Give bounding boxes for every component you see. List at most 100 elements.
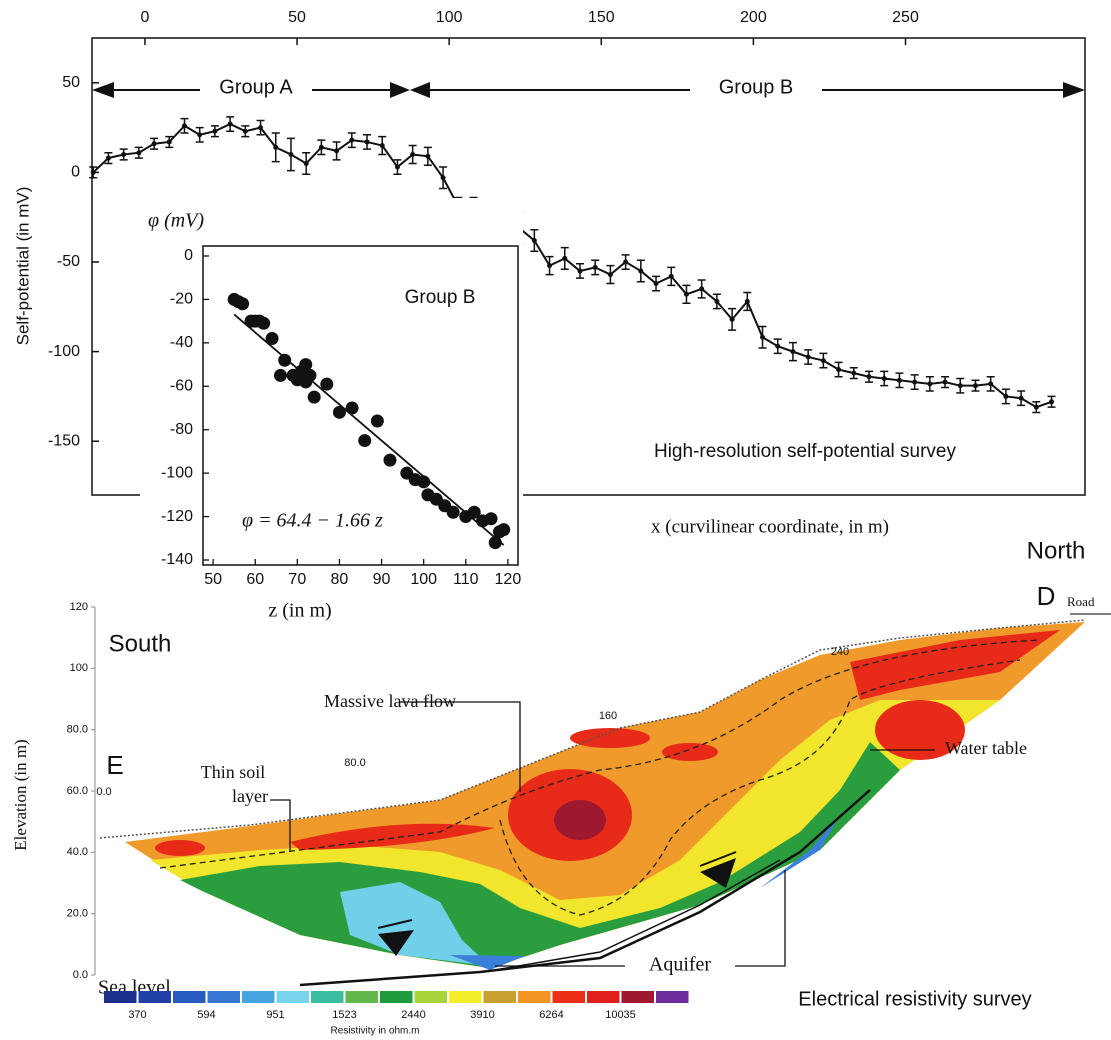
annotation: Aquifer bbox=[649, 954, 712, 976]
water-table bbox=[299, 789, 871, 987]
annotation: E bbox=[106, 750, 123, 780]
distance-label: 240 bbox=[831, 646, 849, 658]
y-axis-label: Elevation (in m) bbox=[11, 739, 30, 850]
chart-title: Group B bbox=[405, 287, 476, 308]
data-point bbox=[273, 144, 279, 150]
data-point bbox=[446, 505, 460, 519]
y-tick-label: -100 bbox=[161, 464, 193, 481]
data-point bbox=[425, 153, 431, 159]
data-point bbox=[345, 401, 359, 415]
data-point bbox=[242, 128, 248, 134]
x-tick-label: 80 bbox=[331, 571, 349, 588]
colorbar-tick-label: 10035 bbox=[605, 1009, 636, 1021]
resistivity-region bbox=[875, 700, 965, 760]
data-point bbox=[1003, 393, 1009, 399]
annotation: Group A bbox=[219, 76, 293, 98]
y-tick-label: -60 bbox=[170, 378, 193, 395]
colorbar-swatch bbox=[449, 991, 482, 1003]
data-point bbox=[988, 381, 994, 387]
colorbar-tick-label: 3910 bbox=[470, 1009, 494, 1021]
x-tick-label: 150 bbox=[588, 9, 615, 26]
leader-line bbox=[735, 870, 786, 967]
resistivity-region bbox=[155, 840, 205, 856]
colorbar-swatch bbox=[518, 991, 551, 1003]
resistivity-region bbox=[850, 630, 1060, 700]
annotation: layer bbox=[232, 786, 268, 806]
data-point bbox=[851, 370, 857, 376]
data-point bbox=[607, 272, 613, 278]
data-point bbox=[805, 354, 811, 360]
data-point bbox=[440, 175, 446, 181]
data-point bbox=[1018, 395, 1024, 401]
data-point bbox=[166, 139, 172, 145]
y-tick-label: 80.0 bbox=[67, 724, 88, 736]
x-tick-label: 100 bbox=[410, 571, 437, 588]
y-tick-label: 100 bbox=[70, 662, 88, 674]
arrow-head bbox=[410, 82, 430, 98]
data-point bbox=[212, 128, 218, 134]
water-level-marker bbox=[700, 858, 736, 888]
y-tick-label: 120 bbox=[70, 601, 88, 613]
data-point bbox=[236, 297, 250, 311]
leader-line bbox=[400, 701, 521, 792]
data-point bbox=[265, 332, 279, 346]
aquifer-boundary bbox=[494, 859, 781, 971]
y-tick-label: 40.0 bbox=[67, 846, 88, 858]
data-point bbox=[334, 148, 340, 154]
y-tick-label: -150 bbox=[48, 432, 80, 449]
colorbar-tick-label: 951 bbox=[266, 1009, 284, 1021]
data-point bbox=[303, 160, 309, 166]
data-point bbox=[358, 434, 372, 448]
y-tick-label: 60.0 bbox=[67, 785, 88, 797]
distance-label: 80.0 bbox=[344, 757, 365, 769]
data-point bbox=[299, 358, 313, 372]
data-point bbox=[912, 379, 918, 385]
plot-frame bbox=[202, 245, 519, 566]
y-tick-label: 0.0 bbox=[73, 969, 88, 981]
data-point bbox=[318, 144, 324, 150]
data-point bbox=[638, 268, 644, 274]
data-point bbox=[273, 368, 287, 382]
data-point bbox=[410, 151, 416, 157]
resistivity-region bbox=[570, 728, 650, 748]
data-point bbox=[227, 121, 233, 127]
x-tick-label: 110 bbox=[453, 571, 479, 588]
x-tick-label: 250 bbox=[892, 9, 919, 26]
x-tick-label: 120 bbox=[495, 571, 522, 588]
resistivity-region bbox=[662, 743, 718, 761]
colorbar-tick-label: 370 bbox=[128, 1009, 146, 1021]
data-point bbox=[577, 268, 583, 274]
data-point bbox=[303, 368, 317, 382]
data-point bbox=[668, 273, 674, 279]
arrow-head bbox=[390, 82, 410, 98]
colorbar-label: Resistivity in ohm.m bbox=[331, 1026, 420, 1037]
data-point bbox=[896, 377, 902, 383]
annotation: Massive lava flow bbox=[324, 691, 456, 711]
data-point bbox=[820, 358, 826, 364]
x-tick-label: 200 bbox=[740, 9, 767, 26]
colorbar-tick-label: 1523 bbox=[332, 1009, 356, 1021]
annotation: South bbox=[109, 630, 172, 657]
y-axis-label: φ (mV) bbox=[148, 210, 204, 232]
colorbar-swatch bbox=[345, 991, 378, 1003]
data-point bbox=[349, 137, 355, 143]
data-point bbox=[547, 263, 553, 269]
data-point bbox=[258, 125, 264, 131]
x-axis-label: z (in m) bbox=[268, 600, 331, 622]
colorbar-tick-label: 2440 bbox=[401, 1009, 425, 1021]
data-point bbox=[562, 255, 568, 261]
data-point bbox=[653, 281, 659, 287]
colorbar-swatch bbox=[587, 991, 620, 1003]
data-point bbox=[257, 316, 271, 330]
water-level-mark bbox=[377, 919, 413, 929]
y-tick-label: 0 bbox=[71, 164, 80, 181]
data-point bbox=[623, 259, 629, 265]
data-point bbox=[699, 286, 705, 292]
colorbar-swatch bbox=[621, 991, 654, 1003]
colorbar-swatch bbox=[138, 991, 171, 1003]
data-point bbox=[467, 505, 481, 519]
contour-lines bbox=[159, 639, 1041, 916]
data-point bbox=[729, 316, 735, 322]
y-tick-label: -140 bbox=[161, 551, 193, 568]
y-tick-label: 20.0 bbox=[67, 908, 88, 920]
